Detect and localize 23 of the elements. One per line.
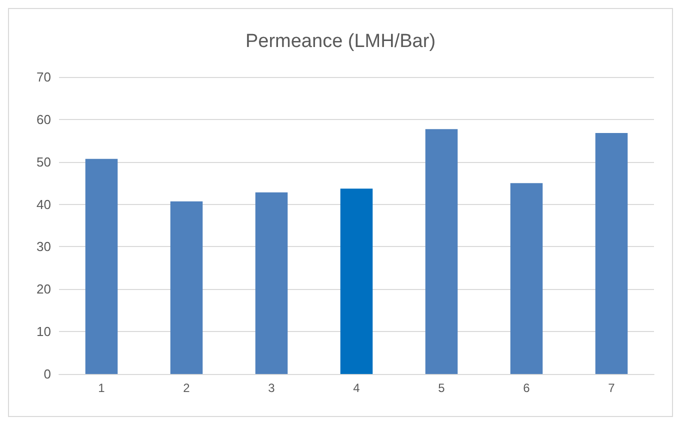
x-tick-label: 5 — [438, 381, 446, 395]
y-tick-label: 70 — [36, 70, 51, 84]
bar — [170, 201, 203, 374]
y-tick-label: 0 — [44, 366, 51, 382]
x-tick-label: 3 — [268, 381, 276, 395]
bar — [595, 133, 628, 374]
x-tick-label: 7 — [608, 381, 616, 395]
y-tick-label: 20 — [36, 282, 51, 297]
bar — [255, 192, 288, 374]
y-tick-label: 10 — [36, 324, 51, 340]
y-tick-label: 30 — [36, 239, 51, 254]
y-tick-label: 40 — [36, 196, 51, 212]
bar — [340, 188, 373, 374]
x-tick-label: 6 — [523, 381, 530, 395]
x-tick-label: 2 — [183, 381, 190, 395]
y-tick-label: 50 — [36, 154, 51, 170]
bar — [425, 129, 458, 374]
y-tick-label: 60 — [36, 112, 51, 127]
bar — [510, 183, 543, 374]
x-tick-label: 1 — [98, 381, 106, 395]
bar — [85, 158, 118, 374]
x-tick-label: 4 — [353, 381, 360, 395]
chart-title: Permeance (LMH/Bar) — [245, 31, 436, 52]
